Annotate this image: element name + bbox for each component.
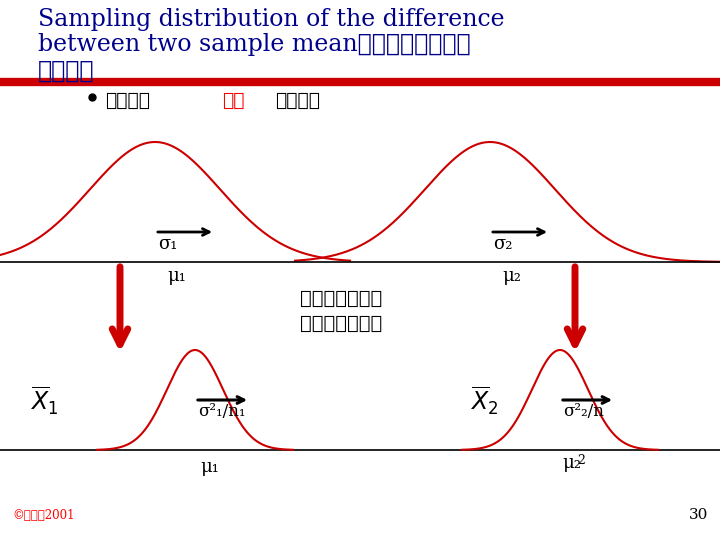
Text: Sampling distribution of the difference: Sampling distribution of the difference: [38, 8, 505, 31]
Text: σ₁: σ₁: [158, 235, 177, 253]
Text: μ₂: μ₂: [562, 454, 581, 472]
Text: 分配母體: 分配母體: [275, 92, 320, 110]
Text: σ₂: σ₂: [493, 235, 513, 253]
Text: μ₂: μ₂: [502, 267, 521, 285]
Text: μ₁: μ₁: [167, 267, 186, 285]
Text: between two sample mean兩樣本平均數差的: between two sample mean兩樣本平均數差的: [38, 33, 471, 56]
Text: μ₁: μ₁: [200, 458, 219, 476]
Text: 假設有兩: 假設有兩: [105, 92, 150, 110]
Text: σ²₁/n₁: σ²₁/n₁: [198, 403, 246, 420]
Text: 抜樣分配: 抜樣分配: [38, 60, 94, 83]
Text: 其樣本平均數的: 其樣本平均數的: [300, 290, 382, 308]
Text: 獨立: 獨立: [222, 92, 245, 110]
Text: $\overline{X}_1$: $\overline{X}_1$: [30, 385, 58, 417]
Text: ©蘇國賎2001: ©蘇國賎2001: [12, 509, 74, 522]
Text: 2: 2: [577, 454, 585, 467]
Text: 抜樣分配分別為: 抜樣分配分別為: [300, 315, 382, 333]
Text: σ²₂/n: σ²₂/n: [563, 403, 604, 420]
Text: 30: 30: [688, 508, 708, 522]
Text: $\overline{X}_2$: $\overline{X}_2$: [470, 385, 498, 417]
